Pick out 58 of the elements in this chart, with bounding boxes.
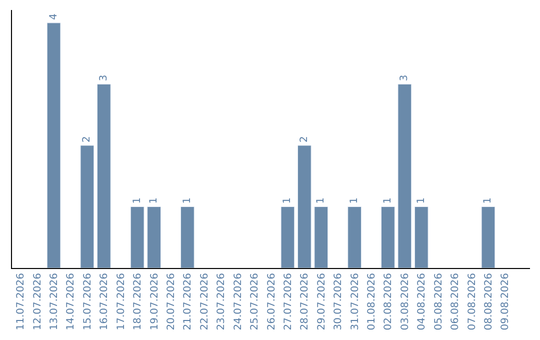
data-label: 4 bbox=[48, 14, 60, 20]
x-tick-label: 30.07.2026 bbox=[333, 273, 344, 330]
data-label: 1 bbox=[349, 197, 360, 204]
x-tick-label: 01.08.2026 bbox=[366, 273, 378, 330]
x-tick-label: 06.08.2026 bbox=[450, 273, 462, 330]
x-tick-label: 11.07.2026 bbox=[16, 273, 27, 330]
x-tick-label: 29.07.2026 bbox=[316, 273, 328, 330]
x-tick-label: 16.07.2026 bbox=[99, 273, 110, 330]
data-label: 1 bbox=[282, 197, 294, 204]
bar bbox=[381, 206, 395, 268]
bar bbox=[280, 206, 295, 268]
data-label: 1 bbox=[482, 197, 494, 204]
bar bbox=[96, 84, 111, 268]
x-tick-label: 31.07.2026 bbox=[350, 273, 361, 330]
x-tick-label: 02.08.2026 bbox=[383, 273, 394, 330]
x-tick-label: 15.07.2026 bbox=[82, 273, 94, 330]
bar bbox=[297, 145, 312, 268]
x-tick-label: 23.07.2026 bbox=[216, 273, 228, 330]
x-tick-label: 28.07.2026 bbox=[300, 273, 311, 330]
bar bbox=[414, 206, 428, 268]
x-tick-label: 04.08.2026 bbox=[416, 273, 428, 330]
data-label: 1 bbox=[316, 197, 327, 204]
x-tick-label: 17.07.2026 bbox=[116, 273, 127, 330]
data-label: 2 bbox=[82, 136, 93, 142]
data-label: 3 bbox=[98, 74, 110, 82]
data-label: 1 bbox=[148, 197, 160, 204]
x-tick-label: 18.07.2026 bbox=[132, 273, 144, 330]
data-label: 1 bbox=[182, 197, 193, 204]
data-label: 1 bbox=[132, 197, 143, 204]
x-tick-label: 21.07.2026 bbox=[182, 273, 194, 330]
x-tick-label: 26.07.2026 bbox=[266, 273, 278, 330]
x-tick-label: 13.07.2026 bbox=[49, 273, 60, 330]
bar bbox=[398, 84, 412, 268]
x-tick-label: 12.07.2026 bbox=[32, 273, 44, 330]
bar bbox=[130, 206, 144, 268]
x-tick-label: 09.08.2026 bbox=[500, 273, 512, 330]
bar bbox=[180, 206, 194, 268]
bar bbox=[314, 206, 328, 268]
x-tick-label: 27.07.2026 bbox=[282, 273, 294, 330]
x-tick-label: 19.07.2026 bbox=[149, 273, 160, 330]
bar bbox=[348, 206, 362, 268]
data-label: 3 bbox=[399, 74, 410, 82]
bar bbox=[147, 206, 161, 268]
x-tick-label: 08.08.2026 bbox=[483, 273, 494, 330]
x-tick-label: 22.07.2026 bbox=[199, 273, 210, 330]
x-tick-label: 14.07.2026 bbox=[66, 273, 77, 330]
x-tick-label: 03.08.2026 bbox=[400, 273, 411, 330]
data-label: 1 bbox=[382, 197, 394, 204]
data-label: 1 bbox=[416, 197, 427, 204]
x-tick-label: 05.08.2026 bbox=[433, 273, 444, 330]
x-tick-label: 20.07.2026 bbox=[166, 273, 177, 330]
x-tick-label: 25.07.2026 bbox=[250, 273, 261, 330]
bar bbox=[80, 145, 94, 268]
bar bbox=[46, 22, 61, 268]
bar bbox=[481, 206, 496, 268]
x-tick-label: 07.08.2026 bbox=[466, 273, 478, 330]
data-label: 2 bbox=[298, 136, 310, 142]
x-tick-label: 24.07.2026 bbox=[232, 273, 244, 330]
